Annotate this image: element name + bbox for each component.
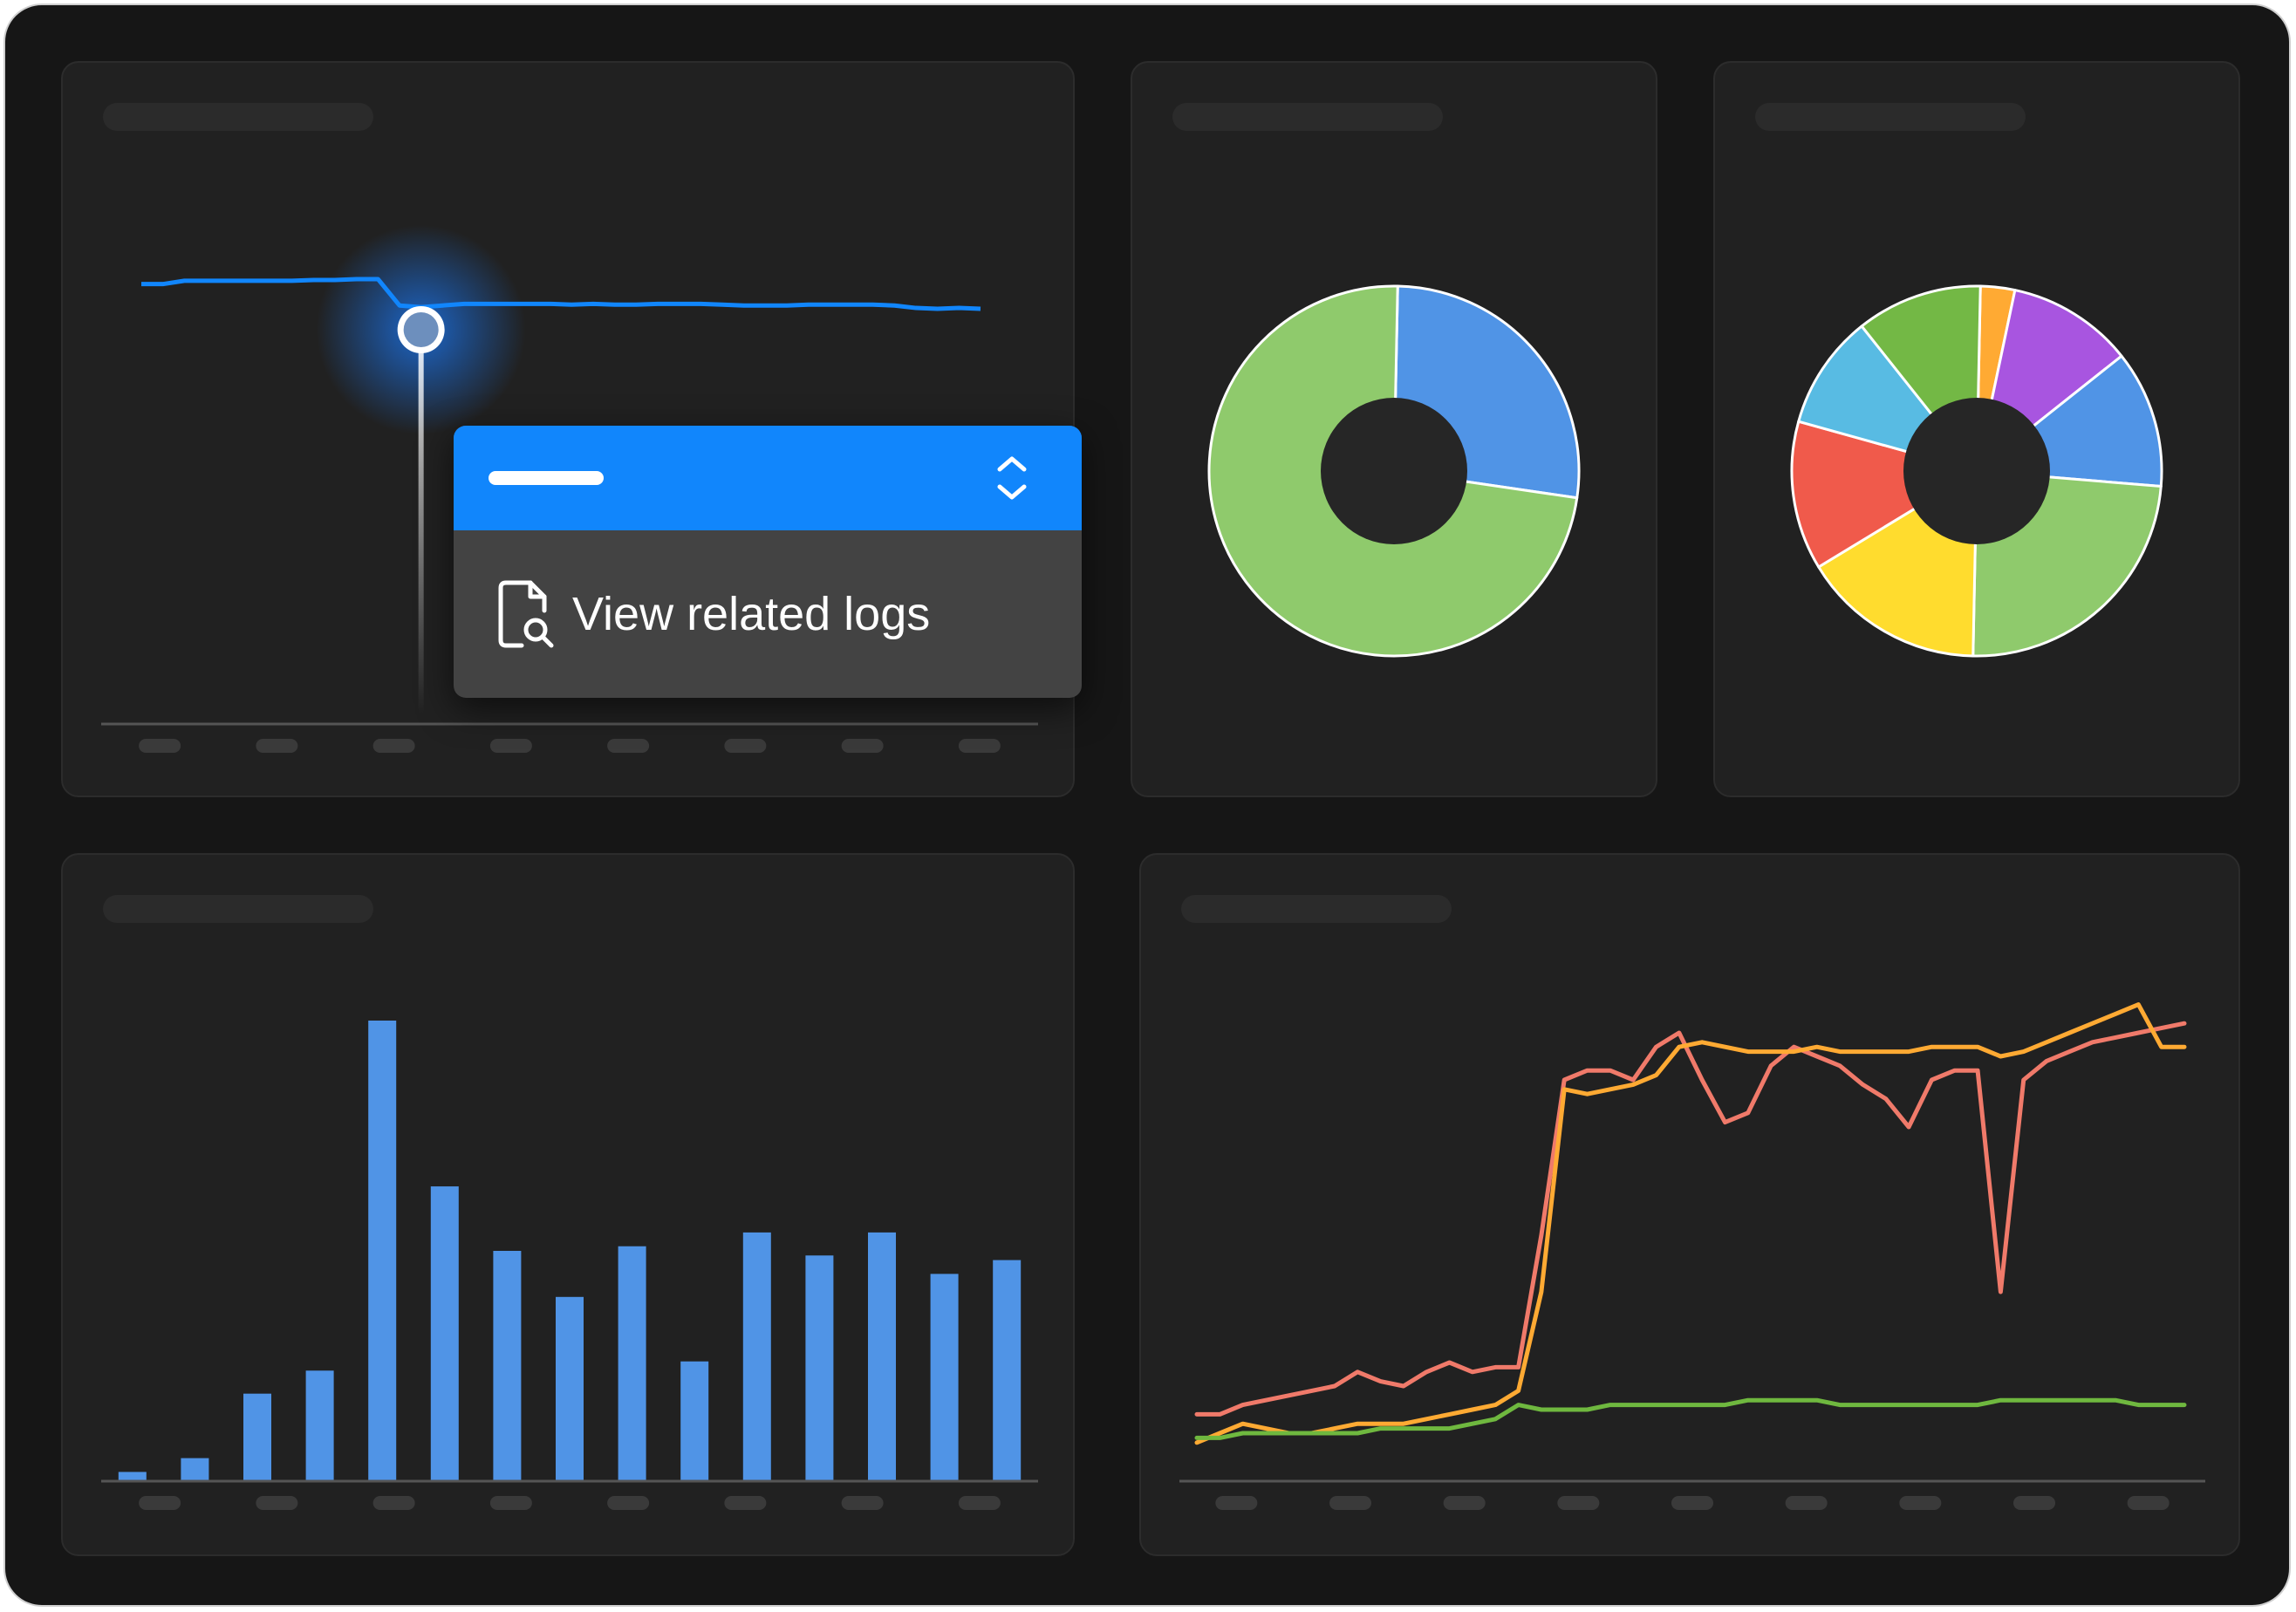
bar-11	[805, 1255, 834, 1481]
bar-3	[305, 1370, 334, 1481]
file-search-icon	[498, 580, 554, 648]
x-tick-label-placeholder	[2127, 1496, 2170, 1510]
datapoint-tooltip-menu: View related logs	[454, 426, 1082, 698]
donut-hole	[1903, 398, 2050, 544]
x-tick-label-placeholder	[607, 1496, 650, 1510]
bar-5	[430, 1186, 459, 1481]
bar-4	[368, 1021, 397, 1481]
chevron-up-down-icon[interactable]	[993, 452, 1031, 504]
view-related-logs-menu-item[interactable]: View related logs	[454, 530, 1082, 698]
x-tick-label-placeholder	[2013, 1496, 2055, 1510]
x-tick-label-placeholder	[958, 739, 1001, 753]
panel-title-placeholder	[1172, 103, 1443, 131]
x-tick-label-placeholder	[489, 1496, 532, 1510]
panel-title-placeholder	[1755, 103, 2026, 131]
x-tick-label-placeholder	[958, 1496, 1001, 1510]
bar-9	[680, 1361, 709, 1481]
tooltip-title-placeholder	[489, 471, 604, 485]
bar-12	[868, 1232, 896, 1481]
bar-14	[993, 1260, 1022, 1481]
x-tick-label-placeholder	[489, 739, 532, 753]
panel-title-placeholder	[1181, 895, 1452, 923]
highlighted-point	[403, 312, 439, 347]
x-tick-label-placeholder	[724, 1496, 767, 1510]
panel-title-placeholder	[103, 895, 373, 923]
series-line-2	[1194, 1397, 2187, 1440]
bar-2	[243, 1393, 271, 1481]
donut-chart-multi[interactable]	[1715, 63, 2242, 799]
line-chart-panel: View related logs	[61, 61, 1082, 799]
panel-title-placeholder	[103, 103, 373, 131]
bar-8	[618, 1246, 646, 1481]
series-line-1	[1194, 1002, 2187, 1445]
x-tick-label-placeholder	[1443, 1496, 1486, 1510]
x-tick-label-placeholder	[1329, 1496, 1371, 1510]
bar-6	[493, 1251, 522, 1481]
x-tick-label-placeholder	[1557, 1496, 1600, 1510]
multi-line-chart-panel	[1139, 853, 2240, 1556]
donut-hole	[1321, 398, 1467, 544]
x-tick-label-placeholder	[1671, 1496, 1713, 1510]
pie-slice-5	[1790, 420, 1978, 569]
series-line	[141, 277, 981, 311]
x-tick-label-placeholder	[1785, 1496, 1828, 1510]
x-tick-label-placeholder	[841, 739, 884, 753]
x-tick-label-placeholder	[256, 739, 298, 753]
dashboard-window: View related logs	[3, 3, 2291, 1607]
x-tick-label-placeholder	[372, 739, 415, 753]
x-tick-label-placeholder	[139, 1496, 181, 1510]
bar-13	[930, 1274, 959, 1481]
series-line-0	[1194, 1021, 2187, 1417]
bar-chart-panel	[61, 853, 1075, 1556]
x-tick-label-placeholder	[372, 1496, 415, 1510]
crosshair-line	[418, 330, 424, 714]
multi-line-chart[interactable]	[1141, 855, 2242, 1558]
bar-1	[181, 1458, 209, 1481]
bar-chart[interactable]	[63, 855, 1076, 1558]
x-tick-label-placeholder	[1215, 1496, 1258, 1510]
bar-7	[556, 1296, 584, 1481]
donut-chart-panel	[1131, 61, 1657, 797]
x-tick-label-placeholder	[1899, 1496, 1942, 1510]
tooltip-header[interactable]	[454, 426, 1082, 530]
menu-item-label: View related logs	[572, 588, 931, 640]
x-tick-label-placeholder	[256, 1496, 298, 1510]
x-tick-label-placeholder	[139, 739, 181, 753]
line-chart[interactable]	[63, 63, 1076, 799]
x-tick-label-placeholder	[841, 1496, 884, 1510]
donut-chart[interactable]	[1132, 63, 1659, 799]
donut-chart-panel-multi	[1713, 61, 2240, 797]
x-tick-label-placeholder	[607, 739, 650, 753]
bar-0	[118, 1472, 147, 1481]
bar-10	[742, 1232, 771, 1481]
x-tick-label-placeholder	[724, 739, 767, 753]
